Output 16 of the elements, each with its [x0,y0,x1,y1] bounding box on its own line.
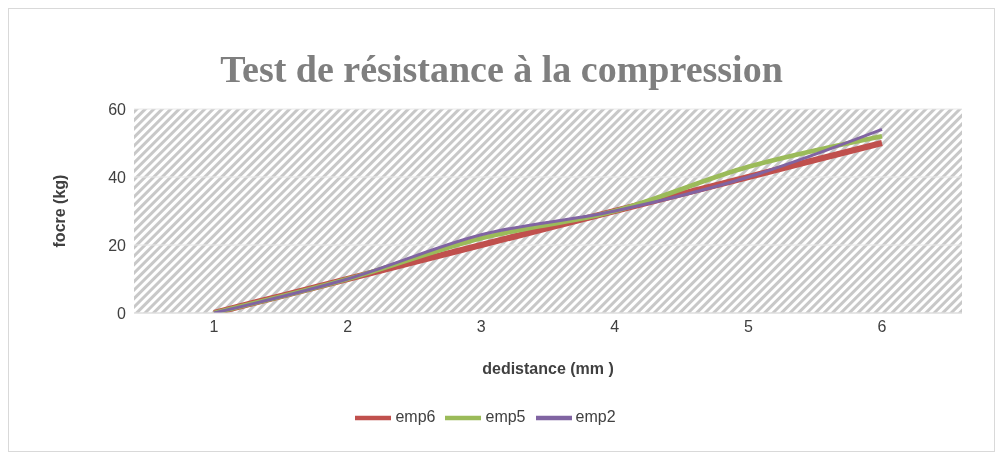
y-tick-label: 40 [108,168,127,186]
legend-label: emp2 [575,408,616,426]
legend-label: emp6 [395,408,436,426]
x-axis-title: dedistance (mm ) [482,360,614,378]
x-tick-label: 4 [610,318,620,336]
x-tick-label: 5 [743,318,753,336]
x-tick-label: 2 [343,318,353,336]
y-tick-label: 0 [117,304,127,322]
x-tick-label: 3 [476,318,486,336]
legend-label: emp5 [485,408,526,426]
y-tick-label: 60 [108,100,127,118]
y-tick-label: 20 [108,236,127,254]
x-tick-label: 6 [877,318,887,336]
chart-title: Test de résistance à la compression [219,47,784,91]
x-tick-label: 1 [209,318,219,336]
y-axis-title: focre (kg) [50,174,68,248]
